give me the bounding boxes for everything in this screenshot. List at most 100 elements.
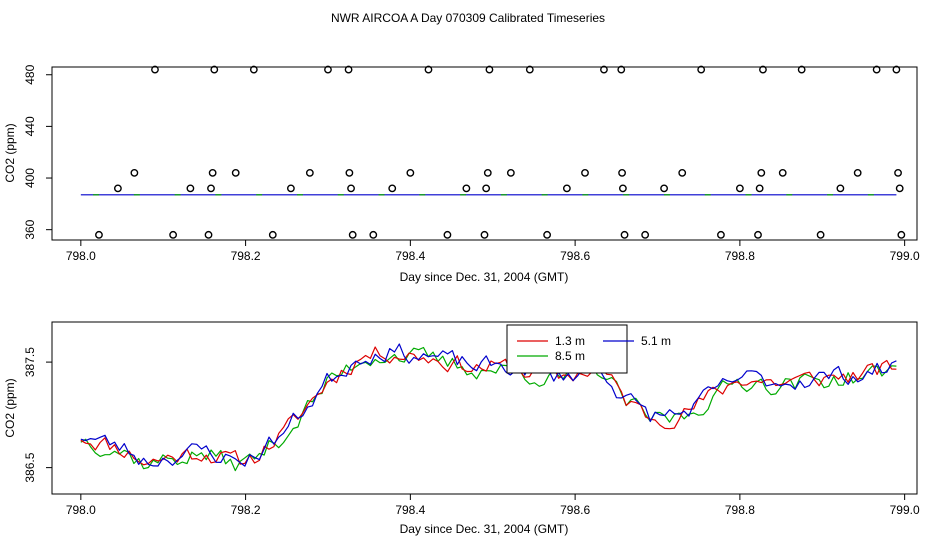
data-point [697, 65, 706, 74]
data-point [894, 168, 902, 177]
y-tick-label: 440 [23, 116, 37, 136]
y-axis: 386.5 387.5 [23, 347, 52, 483]
data-point [462, 184, 471, 193]
data-point [678, 168, 687, 177]
data-point [892, 65, 901, 74]
y-axis-label: CO2 (ppm) [3, 378, 17, 437]
data-point [443, 230, 452, 239]
x-tick-label: 798.8 [725, 249, 755, 263]
data-point [482, 184, 491, 193]
y-tick-label: 386.5 [23, 452, 37, 482]
x-tick-label: 799.0 [890, 503, 920, 517]
data-point [406, 168, 415, 177]
series-group [80, 343, 897, 472]
x-tick-label: 798.2 [231, 503, 261, 517]
data-point [735, 184, 744, 193]
data-point [600, 65, 608, 74]
x-axis: 798.0 798.2 798.4 798.6 798.8 799.0 [66, 494, 920, 517]
y-tick-label: 360 [23, 219, 37, 239]
figure-title: NWR AIRCOA A Day 070309 Calibrated Times… [331, 11, 605, 25]
data-point [287, 184, 295, 193]
data-point [324, 65, 332, 74]
series-line-5-1-m [80, 343, 897, 467]
data-point [897, 230, 906, 239]
data-point [754, 230, 762, 239]
data-point [169, 230, 178, 239]
line-panel: 798.0 798.2 798.4 798.6 798.8 799.0 386.5 387.… [3, 321, 920, 536]
legend-label-1-3m: 1.3 m [555, 334, 585, 348]
data-point [151, 65, 159, 74]
x-axis-label: Day since Dec. 31, 2004 (GMT) [400, 270, 569, 284]
y-tick-label: 480 [23, 64, 37, 84]
x-axis-label: Day since Dec. 31, 2004 (GMT) [400, 522, 569, 536]
data-point [778, 168, 787, 177]
series-line-1-3-m [80, 346, 897, 466]
data-point [872, 65, 881, 74]
data-point [562, 184, 571, 193]
y-tick-label: 400 [23, 168, 37, 188]
data-point [895, 184, 904, 193]
data-point [347, 184, 355, 193]
y-axis-label: CO2 (ppm) [3, 123, 17, 182]
data-point [816, 230, 825, 239]
data-point [305, 168, 314, 177]
scatter-panel: 798.0 798.2 798.4 798.6 798.8 799.0 360 400 440… [3, 64, 920, 284]
data-point [525, 65, 534, 74]
legend-label-8-5m: 8.5 m [555, 349, 585, 363]
data-point [210, 65, 219, 74]
x-tick-label: 798.0 [66, 249, 96, 263]
data-point [506, 168, 515, 177]
legend: 1.3 m 5.1 m 8.5 m [506, 324, 671, 374]
x-tick-label: 798.8 [725, 503, 755, 517]
data-point [268, 230, 277, 239]
legend-box [506, 324, 628, 374]
data-point [348, 230, 357, 239]
y-axis: 360 400 440 480 [23, 64, 52, 240]
data-point [543, 230, 552, 239]
data-point [641, 230, 650, 239]
x-axis: 798.0 798.2 798.4 798.6 798.8 799.0 [66, 240, 920, 263]
data-point [483, 168, 492, 177]
y-tick-label: 387.5 [23, 347, 37, 377]
data-point [755, 184, 764, 193]
x-tick-label: 798.2 [231, 249, 261, 263]
data-point [344, 65, 353, 74]
data-point [581, 168, 589, 177]
data-point [204, 230, 213, 239]
legend-label-5-1m: 5.1 m [641, 334, 671, 348]
data-point [480, 230, 489, 239]
data-point [620, 230, 629, 239]
data-point [369, 230, 378, 239]
x-tick-label: 798.6 [560, 249, 590, 263]
data-point [797, 65, 806, 74]
data-point [485, 65, 494, 74]
data-point [717, 230, 725, 239]
x-tick-label: 798.4 [395, 503, 425, 517]
x-tick-label: 799.0 [890, 249, 920, 263]
plot-frame [51, 321, 918, 495]
x-tick-label: 798.0 [66, 503, 96, 517]
x-tick-label: 798.6 [560, 503, 590, 517]
data-point [231, 168, 240, 177]
data-point [345, 168, 354, 177]
plot-frame [51, 66, 918, 241]
data-point [424, 65, 433, 74]
data-point [618, 168, 626, 177]
data-point [207, 184, 215, 193]
series-line-8-5-m [80, 346, 897, 472]
data-point [249, 65, 258, 74]
data-point [853, 168, 862, 177]
data-point [617, 65, 626, 74]
data-point [208, 168, 217, 177]
data-point [759, 65, 767, 74]
x-tick-label: 798.4 [395, 249, 425, 263]
data-point [660, 184, 668, 193]
data-point [619, 184, 627, 193]
data-point [836, 184, 845, 193]
data-point [114, 184, 122, 193]
data-point [757, 168, 766, 177]
points-group [95, 65, 906, 239]
data-point [186, 184, 195, 193]
data-point [95, 230, 103, 239]
